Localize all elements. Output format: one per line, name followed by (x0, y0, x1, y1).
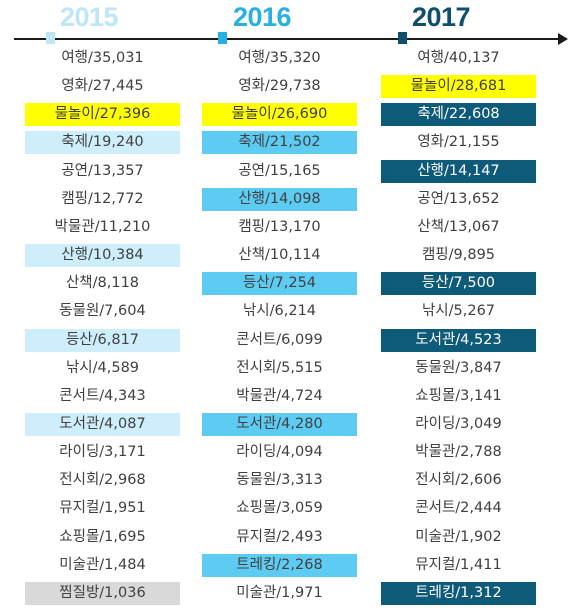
rank-cell-2015-3: 물놀이/27,396 (25, 103, 180, 127)
rank-cell-2015-15: 라이딩/3,171 (59, 444, 146, 461)
rank-cell-2016-3: 물놀이/26,690 (202, 103, 357, 127)
rank-cell-2015-19: 미술관/1,484 (59, 556, 146, 573)
rank-cell-2015-18: 쇼핑몰/1,695 (59, 528, 146, 545)
rank-cell-2016-9: 등산/7,254 (202, 272, 357, 296)
rank-cell-2017-14: 라이딩/3,049 (415, 415, 502, 432)
rank-cell-2017-11: 도서관/4,523 (381, 328, 536, 352)
rank-cell-2017-13: 쇼핑몰/3,141 (415, 387, 502, 404)
rank-cell-2016-18: 뮤지컬/2,493 (236, 528, 323, 545)
rank-cell-2015-11: 등산/6,817 (25, 328, 180, 352)
year-label-2017: 2017 (412, 2, 471, 32)
year-marker-2015 (46, 32, 55, 44)
rank-cell-2017-1: 여행/40,137 (417, 50, 500, 66)
rank-cell-2016-17: 쇼핑몰/3,059 (236, 500, 323, 517)
rank-cell-2015-20: 찜질방/1,036 (25, 581, 180, 605)
rank-cell-2016-19: 트레킹/2,268 (202, 553, 357, 577)
rank-cell-2017-5: 산행/14,147 (381, 159, 536, 183)
year-marker-2016 (218, 32, 227, 44)
rank-cell-2017-20: 트레킹/1,312 (381, 581, 536, 605)
rank-cell-2016-16: 동물원/3,313 (236, 472, 323, 489)
rank-cell-2015-14: 도서관/4,087 (25, 412, 180, 436)
rank-cell-2016-2: 영화/29,738 (238, 78, 321, 95)
rank-cell-2015-16: 전시회/2,968 (59, 472, 146, 489)
rank-cell-2016-14: 도서관/4,280 (202, 412, 357, 436)
rank-cell-2017-12: 동물원/3,847 (415, 359, 502, 376)
timeline-axis (14, 38, 560, 40)
rank-cell-2017-2: 물놀이/28,681 (381, 75, 536, 99)
rank-cell-2015-1: 여행/35,031 (61, 50, 144, 66)
rank-cell-2015-9: 산책/8,118 (65, 275, 140, 292)
rank-cell-2016-15: 라이딩/4,094 (236, 444, 323, 461)
rank-cell-2017-6: 공연/13,652 (417, 190, 500, 207)
rank-cell-2017-9: 등산/7,500 (381, 272, 536, 296)
rank-cell-2015-13: 콘서트/4,343 (59, 387, 146, 404)
rank-cell-2017-15: 박물관/2,788 (415, 444, 502, 461)
rank-cell-2017-8: 캠핑/9,895 (421, 247, 496, 264)
rank-cell-2016-12: 전시회/5,515 (236, 359, 323, 376)
rank-cell-2015-10: 동물원/7,604 (59, 303, 146, 320)
rank-cell-2016-4: 축제/21,502 (202, 131, 357, 155)
rank-cell-2015-7: 박물관/11,210 (54, 218, 151, 235)
rank-cell-2015-12: 낚시/4,589 (65, 359, 140, 376)
year-label-2016: 2016 (233, 2, 292, 32)
rank-cell-2016-5: 공연/15,165 (238, 162, 321, 179)
year-marker-2017 (398, 32, 407, 44)
rank-cell-2017-3: 축제/22,608 (381, 103, 536, 127)
year-label-2015: 2015 (60, 2, 119, 32)
rank-cell-2017-19: 뮤지컬/1,411 (415, 556, 502, 573)
rank-cell-2017-18: 미술관/1,902 (415, 528, 502, 545)
rank-cell-2016-11: 콘서트/6,099 (236, 331, 323, 348)
rank-cell-2017-7: 산책/13,067 (417, 218, 500, 235)
rank-cell-2015-8: 산행/10,384 (25, 244, 180, 268)
rank-cell-2015-6: 캠핑/12,772 (61, 190, 144, 207)
rank-cell-2016-13: 박물관/4,724 (236, 387, 323, 404)
rank-cell-2016-1: 여행/35,320 (238, 50, 321, 66)
rank-cell-2016-7: 캠핑/13,170 (238, 218, 321, 235)
rank-cell-2016-20: 미술관/1,971 (236, 584, 323, 601)
rank-cell-2017-10: 낚시/5,267 (421, 303, 496, 320)
rank-cell-2016-10: 낚시/6,214 (242, 303, 317, 320)
rank-cell-2017-16: 전시회/2,606 (415, 472, 502, 489)
rank-cell-2015-4: 축제/19,240 (25, 131, 180, 155)
timeline-arrow-icon (558, 33, 568, 45)
rank-cell-2016-6: 산행/14,098 (202, 187, 357, 211)
rank-cell-2016-8: 산책/10,114 (238, 247, 321, 264)
rank-cell-2015-2: 영화/27,445 (61, 78, 144, 95)
rank-cell-2015-5: 공연/13,357 (61, 162, 144, 179)
rank-cell-2017-17: 콘서트/2,444 (415, 500, 502, 517)
rank-cell-2017-4: 영화/21,155 (417, 134, 500, 151)
rank-cell-2015-17: 뮤지컬/1,951 (59, 500, 146, 517)
